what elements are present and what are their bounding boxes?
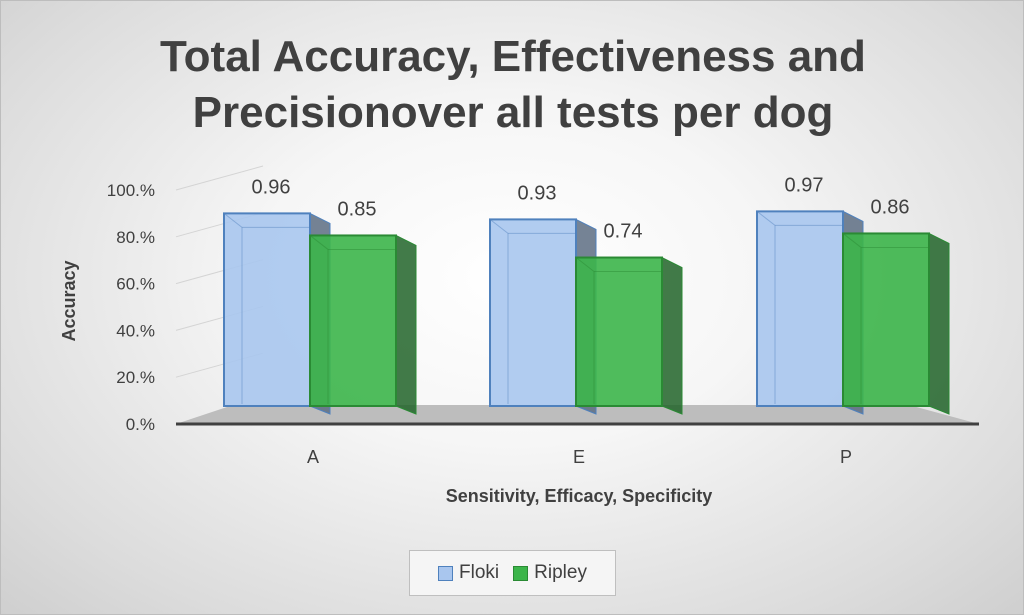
- legend: Floki Ripley: [409, 550, 616, 596]
- plot-floor: [176, 405, 979, 426]
- chart-title-line-1: Total Accuracy, Effectiveness and: [160, 32, 866, 81]
- data-label-ripley-p: 0.86: [871, 196, 910, 218]
- data-label-ripley-a: 0.85: [338, 198, 377, 220]
- legend-item-ripley: Ripley: [513, 562, 587, 584]
- data-labels: 0.96 0.85 0.93 0.74 0.97 0.86: [252, 174, 910, 242]
- y-tick-label: 20.%: [116, 368, 155, 387]
- data-label-floki-p: 0.97: [785, 174, 824, 196]
- floor-plane: [176, 405, 979, 424]
- legend-label-floki: Floki: [459, 562, 500, 583]
- y-axis-ticks: 0.% 20.% 40.% 60.% 80.% 100.%: [107, 181, 155, 434]
- y-axis-title: Accuracy: [59, 260, 79, 341]
- legend-swatch-ripley: [513, 565, 529, 581]
- chart-title: Total Accuracy, Effectiveness and Precis…: [1, 29, 1024, 141]
- data-label-floki-e: 0.93: [518, 182, 557, 204]
- x-axis-title: Sensitivity, Efficacy, Specificity: [446, 486, 712, 506]
- bar-ripley-a: [309, 234, 417, 415]
- gridline: [175, 165, 264, 191]
- legend-label-ripley: Ripley: [534, 562, 587, 583]
- y-tick-label: 100.%: [107, 181, 155, 200]
- y-tick-label: 40.%: [116, 321, 155, 340]
- x-tick-label-a: A: [307, 447, 319, 467]
- x-tick-label-p: P: [840, 447, 852, 467]
- y-tick-label: 80.%: [116, 228, 155, 247]
- legend-item-floki: Floki: [438, 562, 499, 584]
- bar-ripley-e: [575, 256, 683, 415]
- data-label-ripley-e: 0.74: [604, 221, 643, 243]
- bars: [223, 210, 950, 415]
- data-label-floki-a: 0.96: [252, 176, 291, 198]
- y-tick-label: 60.%: [116, 275, 155, 294]
- x-tick-label-e: E: [573, 447, 585, 467]
- bar-ripley-p: [842, 232, 950, 415]
- chart-title-line-2: Precisionover all tests per dog: [192, 88, 834, 137]
- legend-swatch-floki: [438, 565, 454, 581]
- y-tick-label: 0.%: [126, 415, 155, 434]
